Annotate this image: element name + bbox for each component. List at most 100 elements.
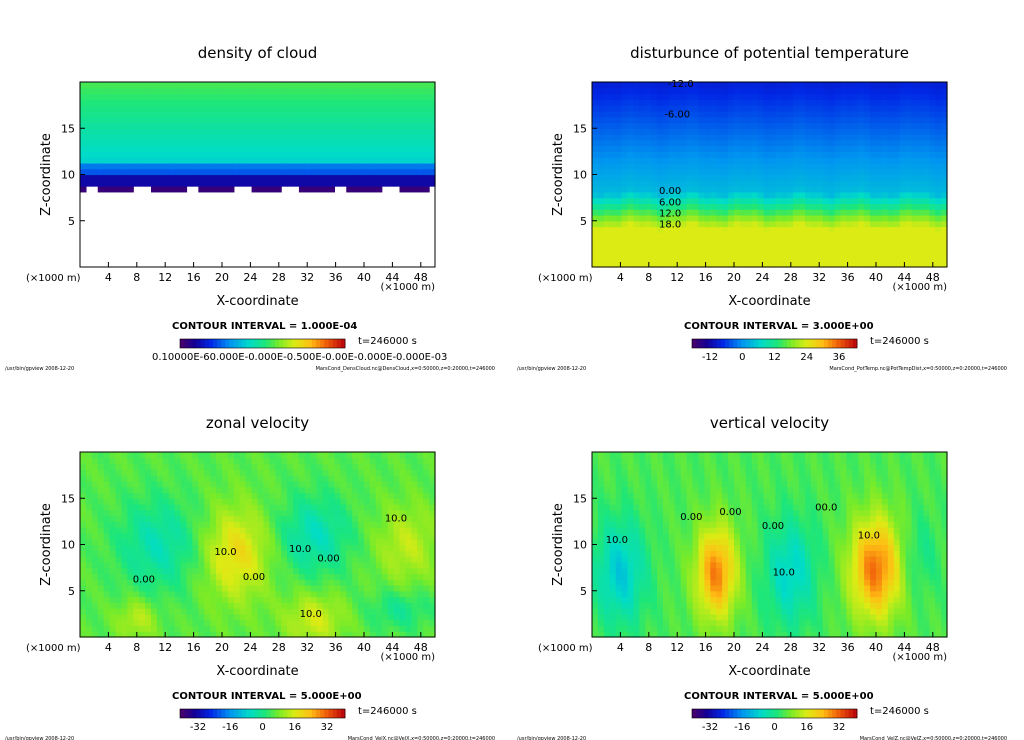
heatmap-cell [210,504,217,511]
heatmap-cell [233,99,241,106]
heatmap-cell [227,492,235,499]
heatmap-cell [627,214,635,222]
heatmap-cell [156,602,164,609]
heatmap-cell [109,538,117,546]
heatmap-cell [91,544,99,551]
heatmap-cell [227,590,235,598]
heatmap-cell [816,93,824,100]
heatmap-cell [627,191,635,199]
heatmap-cell [639,220,646,228]
heatmap-cell [222,93,229,100]
heatmap-cell [328,122,336,129]
heatmap-cell [722,261,729,268]
heatmap-cell [793,168,800,176]
heatmap-cell [304,556,312,563]
heatmap-cell [334,596,341,603]
heatmap-cell [899,87,907,95]
heatmap-cell [722,209,729,216]
heatmap-cell [686,105,694,112]
heatmap-cell [204,602,211,609]
heatmap-cell [887,249,895,257]
heatmap-cell [364,457,371,465]
heatmap-cell [151,151,158,158]
heatmap-cell [609,128,617,135]
heatmap-cell [263,93,270,100]
heatmap-cell [799,249,806,257]
heatmap-cell [393,527,401,534]
heatmap-cell [911,174,919,181]
colorbar-segment [188,339,193,348]
heatmap-cell [722,110,729,118]
heatmap-cell [192,504,199,511]
heatmap-cell [97,87,105,95]
heatmap-cell [381,573,389,580]
heatmap-cell [358,122,365,129]
heatmap-cell [399,168,407,176]
heatmap-cell [310,515,318,522]
heatmap-cell [91,122,99,129]
heatmap-cell [233,105,241,112]
heatmap-cell [168,556,176,563]
heatmap-cell [769,139,777,147]
heatmap-cell [387,480,395,488]
heatmap-cell [222,168,229,176]
heatmap-cell [645,232,652,239]
heatmap-cell [275,613,282,621]
heatmap-cell [905,220,913,228]
heatmap-cell [929,162,936,170]
heatmap-cell [275,498,282,505]
heatmap-cell [834,168,842,176]
heatmap-cell [615,122,623,129]
heatmap-cell [816,82,824,89]
heatmap-cell [864,145,871,152]
heatmap-cell [657,168,664,176]
heatmap-cell [674,214,682,222]
heatmap-cell [864,214,871,222]
heatmap-cell [328,128,336,135]
heatmap-cell [210,608,217,615]
heatmap-cell [310,105,318,112]
heatmap-cell [80,613,87,621]
heatmap-cell [233,180,241,187]
heatmap-cell [751,162,759,170]
heatmap-cell [375,110,383,118]
heatmap-cell [222,521,229,528]
heatmap-cell [251,180,259,187]
heatmap-cell [245,151,253,158]
heatmap-cell [899,162,907,170]
heatmap-cell [186,504,194,511]
heatmap-cell [846,191,853,199]
heatmap-cell [239,550,247,557]
heatmap-cell [793,180,800,187]
heatmap-cell [281,469,288,476]
chart-title: disturbunce of potential temperature [630,44,909,62]
heatmap-cell [745,151,753,158]
heatmap-cell [763,220,771,228]
heatmap-cell [227,452,235,459]
heatmap-cell [793,209,800,216]
heatmap-cell [941,82,948,89]
heatmap-cell [180,596,188,603]
heatmap-cell [722,238,729,245]
heatmap-cell [174,469,182,476]
heatmap-cell [269,538,276,546]
heatmap-cell [745,214,753,222]
heatmap-cell [293,110,300,118]
colorbar-segment [733,339,738,348]
heatmap-cell [352,556,359,563]
heatmap-cell [751,174,759,181]
heatmap-cell [822,197,830,205]
heatmap-cell [115,134,123,141]
heatmap-cell [298,180,306,187]
heatmap-cell [216,590,223,598]
heatmap-cell [941,203,948,210]
heatmap-cell [275,82,282,89]
heatmap-cell [334,134,341,141]
heatmap-cell [245,613,253,621]
heatmap-cell [216,180,223,187]
heatmap-cell [180,122,188,129]
heatmap-cell [834,145,842,152]
heatmap-cell [121,168,128,176]
heatmap-cell [828,203,836,210]
heatmap-cell [615,186,623,193]
